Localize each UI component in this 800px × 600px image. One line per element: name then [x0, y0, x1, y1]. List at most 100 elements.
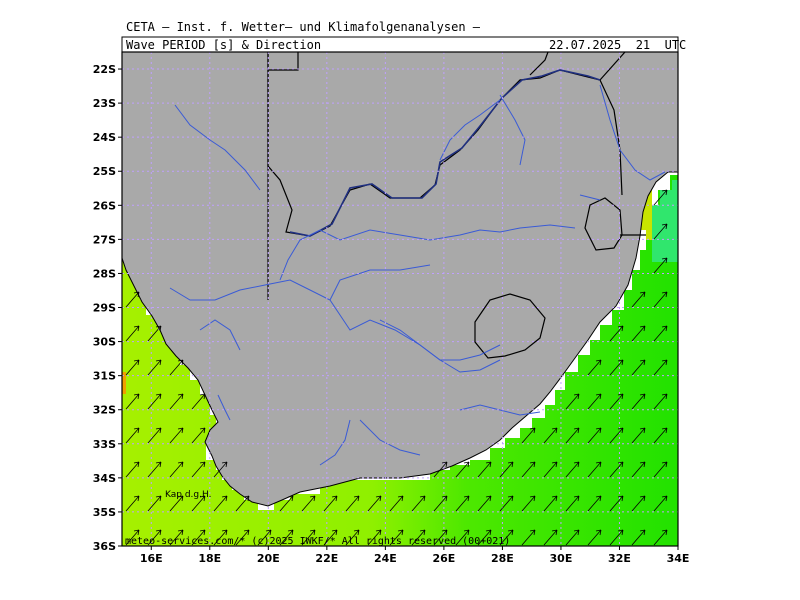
wave-arrow	[323, 495, 338, 512]
lat-label: 30S	[93, 336, 116, 349]
lon-label: 26E	[432, 552, 455, 565]
lat-label: 34S	[93, 472, 116, 485]
wave-arrow	[631, 291, 646, 308]
wave-arrow	[521, 427, 536, 444]
wave-arrow	[653, 393, 668, 410]
wave-arrow	[521, 529, 536, 546]
wave-arrow	[653, 461, 668, 478]
lon-label: 24E	[374, 552, 397, 565]
wave-arrow	[147, 529, 162, 546]
wave-arrow	[169, 529, 184, 546]
lat-label: 27S	[93, 233, 116, 246]
wave-arrow	[455, 495, 470, 512]
sea-field	[122, 175, 678, 546]
wave-arrow	[565, 427, 580, 444]
lat-label: 25S	[93, 165, 116, 178]
wave-arrow	[499, 461, 514, 478]
wave-arrow	[411, 529, 426, 546]
wave-arrow	[235, 529, 250, 546]
wave-arrow	[653, 529, 668, 546]
lat-label: 28S	[93, 267, 116, 280]
wave-arrow	[125, 291, 140, 308]
wave-arrow	[147, 495, 162, 512]
header-frame	[121, 36, 679, 53]
wave-arrow	[125, 359, 140, 376]
wave-arrow	[389, 529, 404, 546]
lon-label: 16E	[140, 552, 163, 565]
wave-arrow	[587, 461, 602, 478]
wave-arrow	[257, 529, 272, 546]
wave-arrow	[653, 325, 668, 342]
wave-arrow	[147, 325, 162, 342]
wave-arrow	[125, 495, 140, 512]
wave-arrow	[565, 461, 580, 478]
wave-arrow	[147, 461, 162, 478]
wave-arrow	[477, 461, 492, 478]
wave-arrow	[433, 461, 448, 478]
wave-arrow	[367, 529, 382, 546]
wave-arrow	[169, 495, 184, 512]
wave-arrow	[631, 393, 646, 410]
wave-arrow	[653, 189, 668, 206]
institute-title: CETA — Inst. f. Wetter— und Klimafolgena…	[126, 20, 481, 34]
wave-arrow	[125, 529, 140, 546]
lon-label: 18E	[198, 552, 221, 565]
lat-label: 29S	[93, 302, 116, 315]
lon-label: 32E	[608, 552, 631, 565]
wave-arrow	[169, 461, 184, 478]
lat-label: 22S	[93, 63, 116, 76]
wave-arrow	[543, 529, 558, 546]
lat-label: 32S	[93, 404, 116, 417]
wave-arrow	[653, 223, 668, 240]
latitude-ticks: 22S 23S 24S 25S 26S 27S 28S 29S 30S 31S 32S 33S 34S 3…	[93, 63, 122, 553]
cape-label: Kap d.g.H.	[165, 490, 211, 500]
lon-label: 22E	[315, 552, 338, 565]
wave-direction-arrows	[125, 189, 668, 546]
wave-arrow	[609, 495, 624, 512]
sea-mint-patch	[652, 180, 678, 262]
wave-arrow	[213, 495, 228, 512]
wave-arrow	[631, 325, 646, 342]
wave-arrow	[653, 291, 668, 308]
wave-arrow	[609, 427, 624, 444]
wave-arrow	[411, 495, 426, 512]
wave-arrow	[609, 359, 624, 376]
wave-arrow	[301, 529, 316, 546]
wave-arrow	[587, 393, 602, 410]
rivers	[169, 84, 666, 466]
wave-arrow	[389, 495, 404, 512]
eswatini-border	[584, 197, 623, 251]
wave-arrow	[301, 495, 316, 512]
wave-arrow	[609, 461, 624, 478]
wave-arrow	[213, 529, 228, 546]
wave-arrow	[631, 359, 646, 376]
wave-arrow	[499, 529, 514, 546]
wave-arrow	[191, 393, 206, 410]
wave-arrow	[125, 427, 140, 444]
wave-arrow	[147, 393, 162, 410]
sea-hotspot	[122, 372, 126, 394]
wave-arrow	[191, 427, 206, 444]
wave-arrow	[543, 427, 558, 444]
wave-arrow	[169, 427, 184, 444]
wave-arrow	[345, 529, 360, 546]
wave-arrow	[631, 495, 646, 512]
wave-arrow	[169, 393, 184, 410]
wave-arrow	[609, 393, 624, 410]
wave-arrow	[499, 495, 514, 512]
wave-arrow	[543, 461, 558, 478]
wave-arrow	[631, 461, 646, 478]
wave-arrow	[235, 495, 250, 512]
land	[122, 52, 678, 507]
wave-arrow	[477, 495, 492, 512]
wave-arrow	[565, 393, 580, 410]
wave-arrow	[455, 529, 470, 546]
map-frame	[121, 51, 679, 547]
wave-arrow	[587, 427, 602, 444]
wave-arrow	[279, 495, 294, 512]
footer-credit: meteo-services.com/* (c)2025 IWKF/* All …	[125, 536, 510, 547]
wave-arrow	[323, 529, 338, 546]
wave-arrow	[631, 529, 646, 546]
longitude-ticks: 16E 18E 20E 22E 24E 26E 28E 30E 32E 34E	[140, 546, 689, 565]
